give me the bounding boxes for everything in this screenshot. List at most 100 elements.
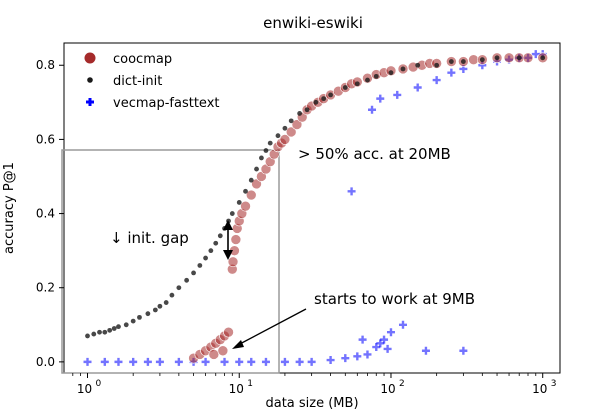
point-dict-init [213,240,219,246]
point-dict-init [297,111,303,116]
x-axis-label: data size (MB) [265,396,358,411]
point-dict-init [203,255,208,261]
x-tick-exponent: 0 [96,379,102,389]
point-vecmap-fasttext [235,357,244,366]
x-tick-exponent: 3 [551,379,557,389]
point-vecmap-fasttext [83,357,92,366]
point-coocmap [522,52,534,64]
point-dict-init [137,314,142,320]
point-dict-init [415,62,421,68]
point-dict-init [254,166,259,172]
annotation-50pct: > 50% acc. at 20MB [298,145,451,163]
point-coocmap [208,349,220,360]
legend-label-dict-init: dict-init [113,74,162,89]
point-dict-init [152,307,158,313]
point-vecmap-fasttext [174,357,183,366]
point-dict-init [540,55,546,61]
point-vecmap-fasttext [421,346,430,355]
y-tick-label: 0.2 [36,281,55,295]
point-coocmap [245,189,257,201]
point-vecmap-fasttext [155,357,164,366]
point-dict-init [197,263,203,268]
point-coocmap [291,119,303,130]
point-vecmap-fasttext [459,346,468,355]
x-axis: 10 0 10 1 10 2 10 3 [72,373,557,396]
point-vecmap-fasttext [100,357,109,366]
point-dict-init [288,118,294,124]
point-dict-init [282,125,288,131]
point-coocmap [223,326,234,338]
point-vecmap-fasttext [376,94,385,103]
point-dict-init [97,329,102,335]
point-coocmap [503,52,515,64]
point-coocmap [217,345,229,357]
point-dict-init [434,62,440,68]
point-dict-init [191,270,196,276]
x-tick-exponent: 1 [247,379,253,389]
point-dict-init [494,55,500,61]
point-dict-init [248,177,254,183]
point-dict-init [163,300,169,305]
point-coocmap [240,200,251,212]
point-vecmap-fasttext [143,357,152,366]
point-dict-init [267,140,273,146]
legend-marker-coocmap [84,52,96,64]
point-dict-init [354,81,360,87]
x-tick-label: 10 [77,382,92,396]
point-dict-init [304,107,310,113]
point-vecmap-fasttext [261,357,270,366]
point-vecmap-fasttext [220,357,229,366]
y-tick-label: 0.6 [36,132,55,146]
point-coocmap [285,126,297,138]
chart-title: enwiki-eswiki [263,14,363,32]
point-vecmap-fasttext [398,320,407,329]
point-dict-init [275,133,281,139]
point-vecmap-fasttext [368,105,377,114]
point-vecmap-fasttext [295,357,304,366]
point-vecmap-fasttext [280,357,289,366]
point-dict-init [516,55,522,61]
y-tick-label: 0.4 [36,207,55,221]
point-vecmap-fasttext [129,357,138,366]
point-dict-init [448,59,454,64]
legend-label-vecmap-fasttext: vecmap-fasttext [113,96,219,111]
point-dict-init [85,333,90,339]
point-dict-init [400,66,406,72]
point-dict-init [365,77,370,83]
point-vecmap-fasttext [383,344,392,353]
point-vecmap-fasttext [386,328,395,337]
point-dict-init [479,57,485,63]
point-vecmap-fasttext [247,357,256,366]
point-vecmap-fasttext [376,339,385,348]
point-dict-init [157,303,163,309]
point-dict-init [373,73,379,79]
x-tick-label: 10 [532,382,547,396]
point-dict-init [102,329,108,335]
point-coocmap [251,178,262,190]
point-coocmap [279,134,291,145]
point-vecmap-fasttext [358,335,367,344]
point-dict-init [176,285,182,291]
x-tick-label: 10 [229,382,244,396]
point-vecmap-fasttext [531,50,540,59]
point-dict-init [184,277,190,283]
point-vecmap-fasttext [447,68,456,77]
point-coocmap [230,234,242,245]
point-vecmap-fasttext [341,354,350,363]
y-tick-label: 0.0 [36,355,55,369]
annotation-starts-to-work: starts to work at 9MB [314,290,475,308]
x-tick-label: 10 [380,382,395,396]
x-tick-exponent: 2 [399,379,405,389]
legend-label-coocmap: coocmap [113,52,172,67]
point-dict-init [130,318,136,324]
point-dict-init [236,200,242,205]
data-marks [83,50,549,366]
point-vecmap-fasttext [201,357,210,366]
point-dict-init [229,211,235,216]
highlight-box [61,149,280,374]
point-vecmap-fasttext [307,357,316,366]
point-dict-init [169,292,175,298]
point-vecmap-fasttext [363,350,372,359]
point-vecmap-fasttext [347,187,356,196]
